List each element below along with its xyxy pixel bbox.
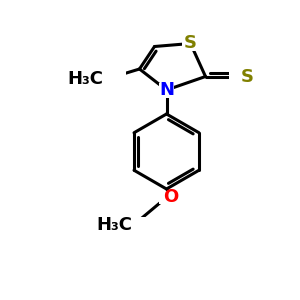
Bar	[159, 191, 174, 204]
Bar	[182, 36, 199, 51]
Text: S: S	[241, 68, 254, 85]
Text: H₃C: H₃C	[96, 216, 132, 234]
Bar	[84, 71, 126, 88]
Bar	[159, 82, 174, 98]
Bar	[112, 217, 154, 233]
Bar	[229, 69, 245, 84]
Text: N: N	[159, 81, 174, 99]
Text: O: O	[164, 188, 178, 206]
Text: H₃C: H₃C	[68, 70, 104, 88]
Text: S: S	[184, 34, 197, 52]
